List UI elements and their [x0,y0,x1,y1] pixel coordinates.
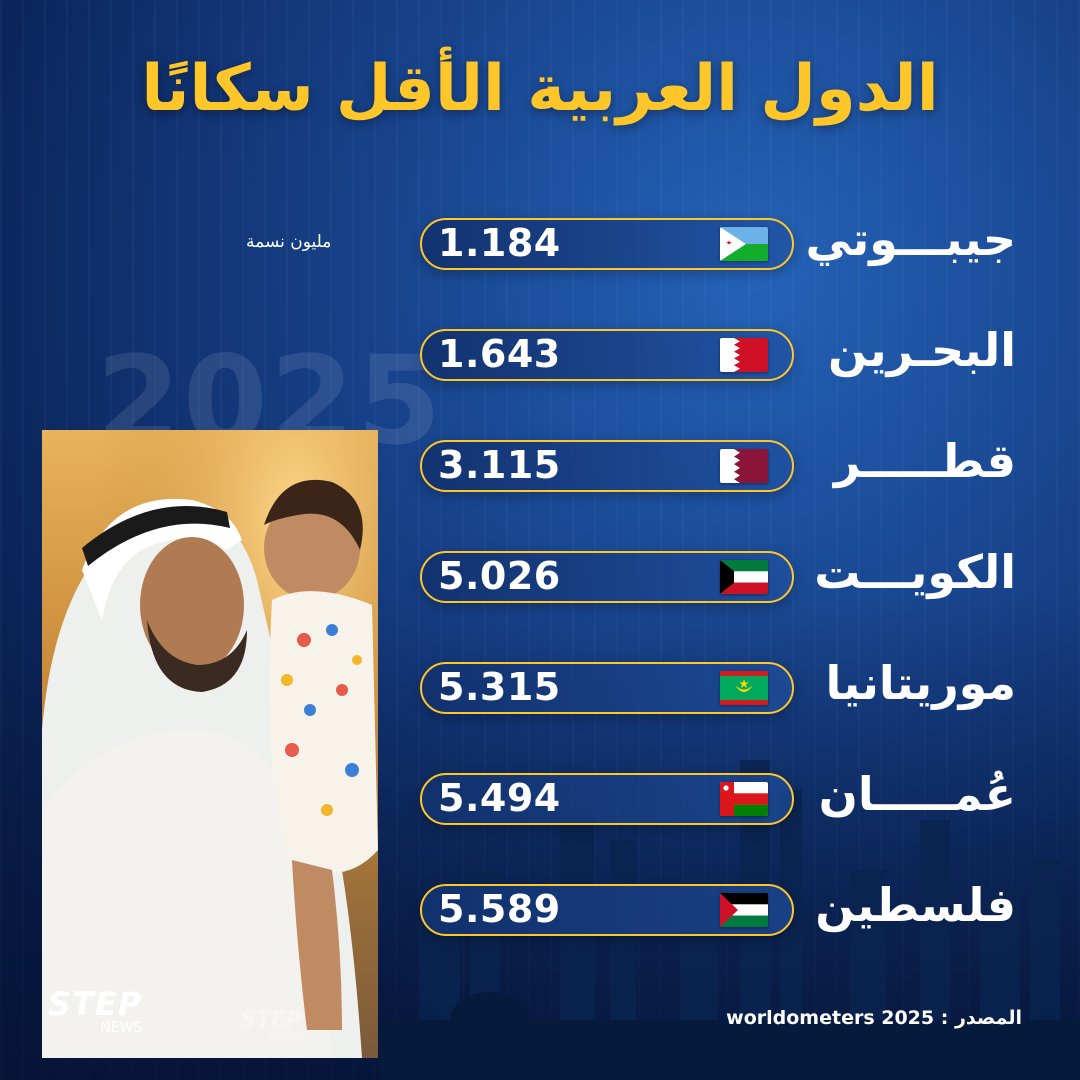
bar [420,662,794,714]
step-news-watermark: STEP NEWS [240,1008,303,1046]
category-label: موريتانيا [825,656,1016,710]
step-news-logo: STEP NEWS [48,988,142,1036]
chart-row: 5.026 الكويـــت [0,545,1080,611]
bar [420,551,794,603]
value-label: 5.315 [438,665,561,709]
value-label: 5.026 [438,554,561,598]
category-label: البحـرين [828,323,1016,377]
watermark-name: STEP [240,1008,303,1033]
unit-label: مليون نسمة [246,232,332,252]
chart-row: 1.643 البحـرين [0,323,1080,389]
flag-icon-palestine [720,893,768,927]
chart-row: 1.184 جيبـــوتي [0,212,1080,278]
logo-sub: NEWS [100,1020,143,1036]
category-label: فلسطين [815,878,1016,932]
category-label: عُمـــــان [818,767,1016,821]
chart-row: 3.115 قطـــــر [0,434,1080,500]
chart-row: 5.589 فلسطين [0,878,1080,944]
flag-icon-qatar [720,449,768,483]
value-label: 5.589 [438,887,561,931]
value-label: 3.115 [438,443,561,487]
chart-row: 5.315 موريتانيا [0,656,1080,722]
value-label: 1.643 [438,332,561,376]
category-label: قطـــــر [833,434,1016,488]
flag-icon-oman [720,782,768,816]
page-title: الدول العربية الأقل سكانًا [141,52,939,126]
bar [420,773,794,825]
photo-father-and-baby [42,430,378,1058]
category-label: الكويـــت [814,545,1016,599]
value-label: 5.494 [438,776,561,820]
flag-icon-bahrain [720,338,768,372]
value-label: 1.184 [438,221,561,265]
flag-icon-djibouti [720,227,768,261]
flag-icon-kuwait [720,560,768,594]
chart-row: 5.494 عُمـــــان [0,767,1080,833]
category-label: جيبـــوتي [805,212,1016,266]
flag-icon-mauritania [720,671,768,705]
logo-name: STEP [48,985,143,1023]
watermark-sub: NEWS [268,1032,303,1045]
source-label: المصدر : worldometers 2025 [726,1007,1022,1029]
